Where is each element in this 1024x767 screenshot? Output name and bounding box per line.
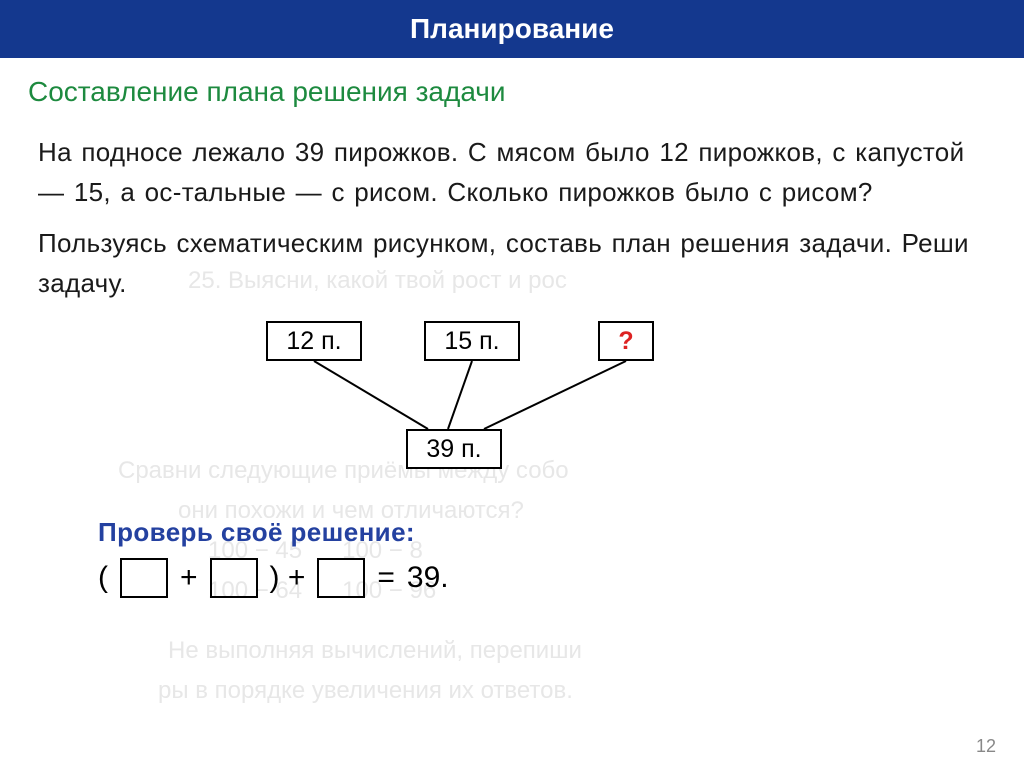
- close-plus: ) +: [270, 561, 306, 595]
- check-expression: ( + ) + = 39.: [98, 558, 986, 598]
- ghost-line: ры в порядке увеличения их ответов.: [158, 672, 573, 710]
- check-title: Проверь своё решение:: [98, 517, 986, 548]
- diagram-node: 39 п.: [406, 429, 502, 469]
- diagram: 12 п. 15 п.? 39 п.: [228, 321, 788, 491]
- ghost-line: Не выполняя вычислений, перепиши: [168, 632, 582, 670]
- diagram-node: 12 п.: [266, 321, 362, 361]
- problem-area: 25. Выясни, какой твой рост и росСравни …: [38, 132, 986, 598]
- page-number: 12: [976, 736, 996, 757]
- result: 39.: [407, 561, 449, 595]
- problem-text: На подносе лежало 39 пирожков. С мясом б…: [38, 132, 986, 213]
- blank-box-1: [120, 558, 168, 598]
- diagram-node: 15 п.: [424, 321, 520, 361]
- instruction-text: Пользуясь схематическим рисунком, состав…: [38, 223, 986, 304]
- paren-open: (: [98, 561, 108, 595]
- subtitle: Составление плана решения задачи: [28, 76, 1024, 108]
- check-block: Проверь своё решение: ( + ) + = 39.: [98, 517, 986, 598]
- blank-box-2: [210, 558, 258, 598]
- blank-box-3: [317, 558, 365, 598]
- header-title: Планирование: [410, 13, 614, 45]
- equals: =: [377, 561, 395, 595]
- diagram-node: ?: [598, 321, 654, 361]
- plus-1: +: [180, 561, 198, 595]
- header-bar: Планирование: [0, 0, 1024, 58]
